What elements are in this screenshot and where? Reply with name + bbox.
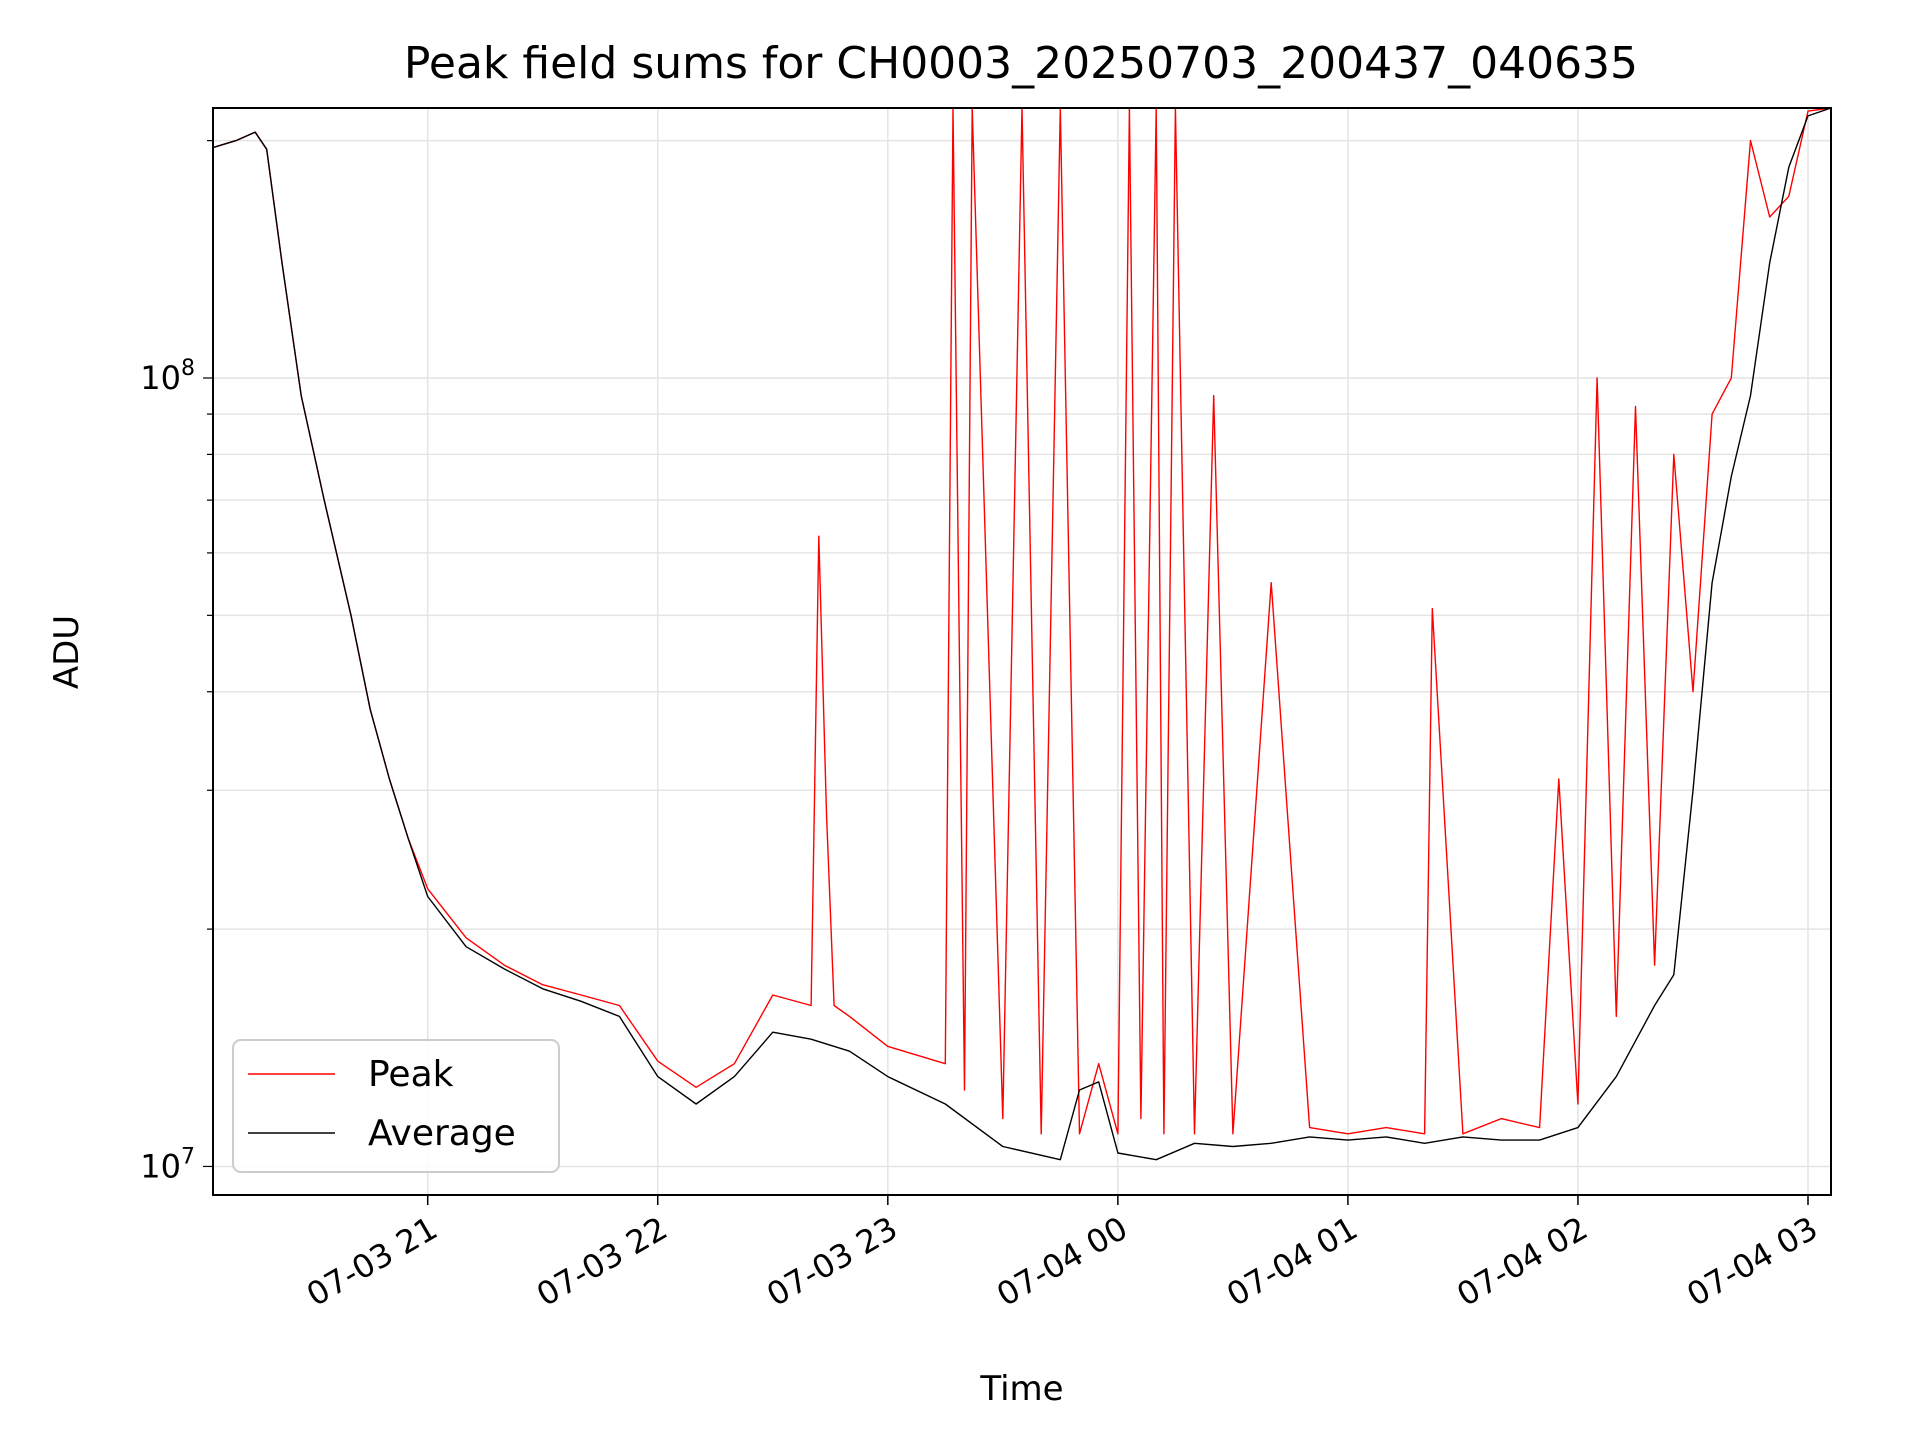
grid — [213, 108, 1831, 1195]
legend: Peak Average — [232, 1039, 560, 1173]
legend-box — [232, 1039, 560, 1173]
y-axis-label: ADU — [47, 615, 87, 689]
plot-frame — [212, 107, 1832, 1196]
x-tick-label: 07-04 01 — [1220, 1209, 1364, 1314]
x-tick-label: 07-03 22 — [530, 1209, 674, 1314]
legend-peak-label: Peak — [368, 1054, 454, 1095]
y-tick-label: 108 — [140, 356, 195, 397]
x-tick-label: 07-04 00 — [990, 1209, 1134, 1314]
legend-average-label: Average — [368, 1113, 516, 1154]
series-line-peak — [212, 107, 1832, 1135]
x-tick-label: 07-04 03 — [1680, 1209, 1824, 1314]
x-axis-label: Time — [979, 1369, 1063, 1409]
x-tick-label: 07-03 23 — [760, 1209, 904, 1314]
plot-area — [212, 107, 1832, 1161]
x-tick-label: 07-04 02 — [1450, 1209, 1594, 1314]
chart-title: Peak field sums for CH0003_20250703_2004… — [404, 38, 1638, 89]
y-tick-label: 107 — [140, 1144, 195, 1185]
series-line-average — [212, 107, 1832, 1161]
x-tick-label: 07-03 21 — [300, 1209, 444, 1314]
